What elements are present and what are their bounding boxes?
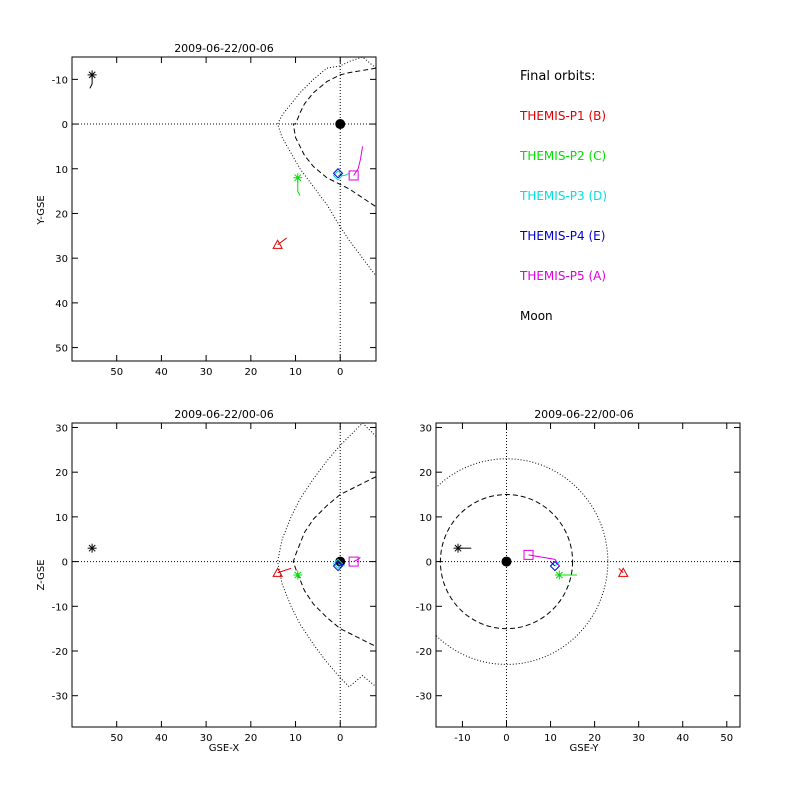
bow_shock-boundary (277, 57, 376, 277)
y-axis-label: Z-GSE (36, 559, 47, 590)
legend-entry-moon: Moon (520, 309, 553, 323)
x-tick-label: 30 (200, 733, 213, 744)
bow_shock-boundary (277, 423, 376, 688)
y-tick-label: 0 (426, 558, 432, 569)
y-tick-label: 0 (62, 558, 68, 569)
earth-marker (335, 119, 346, 130)
bow_shock-boundary (436, 458, 609, 665)
asterisk-stroke (294, 571, 302, 579)
y-tick-label: -10 (52, 602, 68, 613)
x-axis-label: GSE-X (209, 743, 240, 754)
x-tick-label: 10 (544, 733, 557, 744)
magnetopause-boundary (292, 476, 376, 647)
themis-p1-b-marker (617, 567, 629, 577)
y-tick-label: 30 (55, 423, 68, 434)
moon-marker (453, 543, 463, 553)
themis-p1-b-marker (272, 239, 283, 249)
themis-p1-b-track (618, 567, 624, 574)
themis-p4-e-marker (332, 168, 344, 179)
asterisk-stroke (294, 174, 302, 182)
legend-title: Final orbits: (520, 69, 596, 84)
x-tick-label: 0 (337, 367, 343, 378)
y-tick-label: -10 (416, 602, 432, 613)
chart-title: 2009-06-22/00-06 (174, 42, 274, 55)
y-tick-label: 30 (55, 254, 68, 265)
legend-entry-p2: THEMIS-P2 (C) (519, 149, 606, 163)
y-tick-label: -30 (52, 692, 68, 703)
x-tick-label: 30 (632, 733, 645, 744)
themis-p2-c-marker (293, 173, 303, 183)
y-tick-label: 50 (55, 344, 68, 355)
x-tick-label: 40 (676, 733, 689, 744)
x-tick-label: 40 (155, 733, 168, 744)
asterisk-stroke (88, 544, 96, 552)
y-tick-label: -20 (416, 647, 432, 658)
moon-marker (87, 543, 97, 553)
chart-title: 2009-06-22/00-06 (534, 408, 634, 421)
legend-entry-p5: THEMIS-P5 (A) (519, 269, 606, 283)
plot-area (436, 423, 740, 727)
y-tick-label: 20 (419, 468, 432, 479)
x-tick-label: 0 (337, 733, 343, 744)
magnetopause-boundary (292, 67, 376, 208)
x-tick-label: 50 (110, 367, 123, 378)
plot-frame (71, 422, 377, 728)
y-tick-label: -10 (52, 75, 68, 86)
themis-p3-d-marker (332, 558, 344, 570)
moon-marker (87, 70, 97, 80)
x-tick-label: 30 (200, 367, 213, 378)
themis-p5-a-marker (523, 549, 534, 560)
themis-p1-b-marker (272, 567, 283, 577)
themis-p2-c-marker (554, 570, 564, 580)
x-tick-label: 20 (244, 733, 257, 744)
x-tick-label: 0 (503, 733, 509, 744)
themis-p2-c-marker (293, 570, 303, 580)
asterisk-stroke (555, 571, 563, 579)
y-tick-label: 10 (419, 513, 432, 524)
y-tick-label: 20 (55, 468, 68, 479)
x-tick-label: 20 (244, 367, 257, 378)
plot-area (72, 57, 376, 361)
x-tick-label: 50 (110, 733, 123, 744)
themis-p5-a-track (353, 556, 361, 563)
earth-marker (501, 556, 512, 567)
y-tick-label: -20 (52, 647, 68, 658)
x-tick-label: 10 (289, 733, 302, 744)
y-tick-label: 30 (419, 423, 432, 434)
themis-p5-a-track (528, 554, 560, 567)
y-tick-label: -30 (416, 692, 432, 703)
plot-area (72, 423, 376, 727)
chart-panel-yz: 2009-06-22/00-06 GSE-Y -10 0 10 20 30 40 50 -30… (416, 408, 741, 754)
themis-p5-a-marker (348, 170, 359, 181)
asterisk-stroke (88, 71, 96, 79)
themis-p4-e-marker (332, 560, 344, 572)
y-tick-label: 0 (62, 120, 68, 131)
y-tick-label: 10 (55, 513, 68, 524)
x-tick-label: 10 (289, 367, 302, 378)
themis-p1-b-track (277, 237, 287, 246)
x-tick-label: 50 (720, 733, 733, 744)
themis-p3-d-track (338, 172, 350, 176)
chart-panel-xy: 2009-06-22/00-06 Y-GSE 50 40 30 20 10 0 -10 0 10… (36, 42, 377, 378)
y-tick-label: 40 (55, 299, 68, 310)
x-tick-label: 20 (588, 733, 601, 744)
chart-title: 2009-06-22/00-06 (174, 408, 274, 421)
legend-entry-p4: THEMIS-P4 (E) (519, 229, 605, 243)
themis-p5-a-marker (348, 556, 359, 567)
x-tick-label: -10 (454, 733, 470, 744)
y-axis-label: Y-GSE (36, 195, 47, 225)
chart-panel-xz: 2009-06-22/00-06 GSE-X Z-GSE 50 40 30 20 10 0… (36, 408, 377, 754)
legend-entry-p1: THEMIS-P1 (B) (519, 109, 606, 123)
plot-frame (435, 422, 741, 728)
legend-entry-p3: THEMIS-P3 (D) (519, 189, 607, 203)
asterisk-stroke (454, 544, 462, 552)
x-axis-label: GSE-Y (570, 743, 600, 754)
x-tick-label: 40 (155, 367, 168, 378)
themis-p3-d-marker (332, 170, 344, 181)
plot-frame (71, 56, 377, 362)
y-tick-label: 10 (55, 165, 68, 176)
y-tick-label: 20 (55, 209, 68, 220)
themis-p5-a-track (353, 146, 364, 176)
